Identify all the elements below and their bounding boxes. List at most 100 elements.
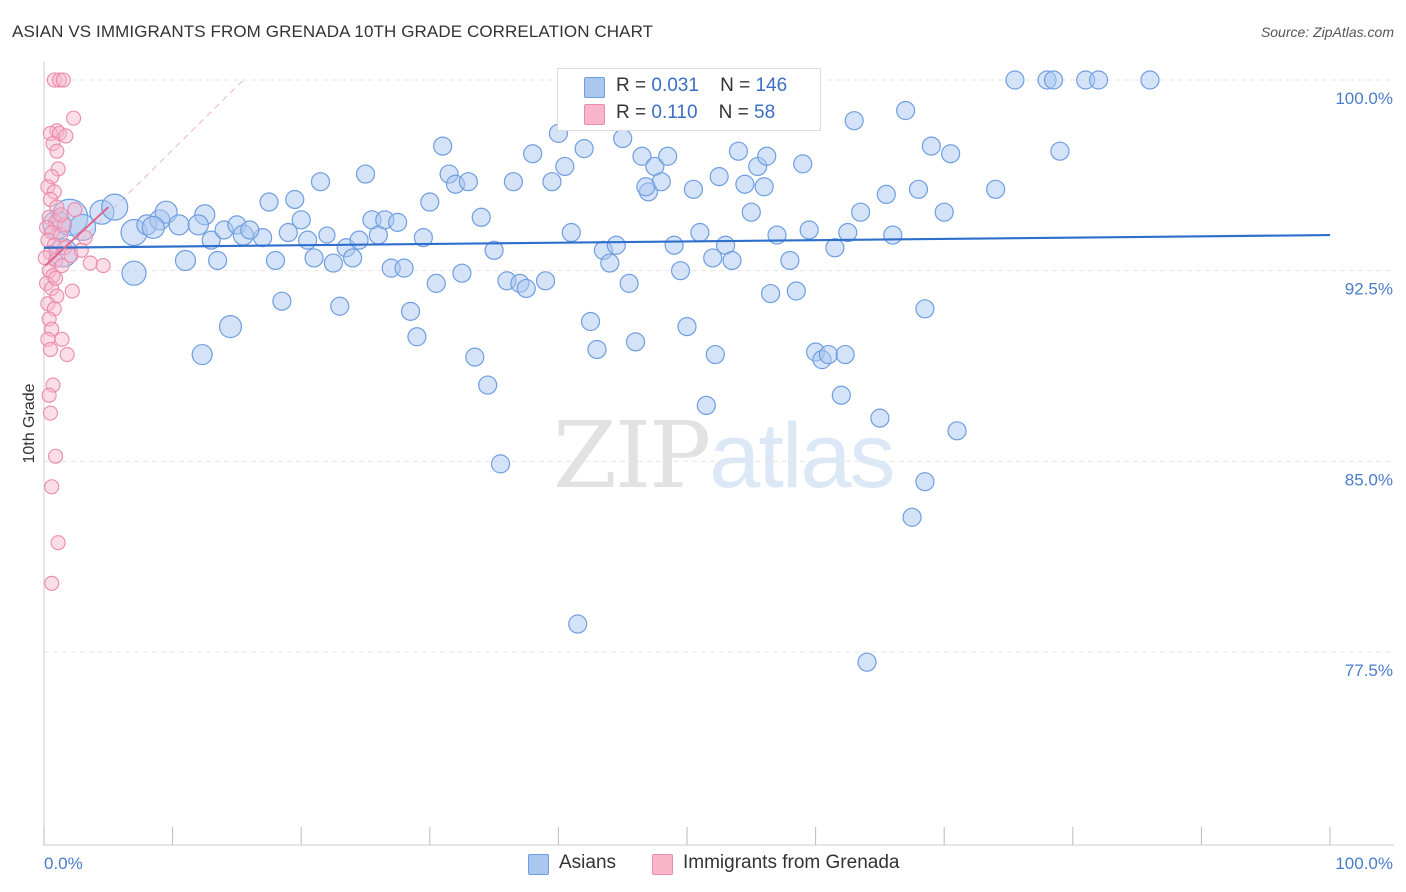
asians-point bbox=[201, 230, 221, 250]
legend-asians-text: R = 0.031 N = 146 bbox=[616, 75, 787, 97]
asians-point bbox=[400, 301, 421, 321]
grenada-point bbox=[53, 207, 69, 223]
asians-point bbox=[187, 214, 209, 236]
asians-point bbox=[921, 136, 941, 156]
bottom-asians-label: Asians bbox=[559, 852, 617, 873]
grenada-point bbox=[54, 258, 70, 274]
asians-point bbox=[426, 273, 446, 293]
asians-point bbox=[561, 222, 581, 243]
legend-asians-n-label: N = bbox=[720, 75, 751, 96]
asians-point bbox=[259, 192, 279, 212]
asians-point bbox=[433, 136, 453, 156]
asians-point bbox=[741, 202, 761, 222]
asians-point bbox=[349, 230, 369, 250]
asians-point bbox=[478, 375, 498, 395]
asians-point bbox=[330, 296, 350, 316]
asians-point bbox=[298, 230, 318, 250]
asians-point bbox=[703, 248, 723, 268]
asians-point bbox=[934, 202, 954, 222]
asians-point bbox=[876, 184, 896, 204]
asians-point bbox=[677, 316, 697, 337]
asians-point bbox=[490, 454, 511, 474]
asians-point bbox=[191, 343, 213, 366]
asians-point bbox=[835, 344, 855, 365]
asians-point bbox=[780, 250, 800, 271]
y-tick-label: 100.0% bbox=[1335, 89, 1393, 108]
grenada-point bbox=[44, 224, 60, 241]
grenada-swatch bbox=[584, 104, 605, 125]
asians-point bbox=[658, 146, 678, 166]
asians-point bbox=[851, 202, 871, 222]
asians-point bbox=[1088, 70, 1109, 90]
asians-point bbox=[542, 172, 562, 192]
grenada-point bbox=[55, 72, 71, 88]
asians-point bbox=[902, 507, 922, 527]
grenada-point bbox=[45, 136, 61, 152]
asians-point bbox=[632, 146, 652, 166]
asians-point bbox=[947, 421, 967, 441]
asians-point bbox=[580, 311, 601, 332]
asians-point bbox=[690, 222, 710, 243]
grenada-point bbox=[41, 387, 57, 403]
asians-point bbox=[304, 248, 324, 268]
asians-point bbox=[908, 179, 929, 199]
legend-grenada-r-value: 0.110 bbox=[651, 102, 698, 123]
asians-point bbox=[343, 248, 363, 268]
legend-grenada-n-value: 58 bbox=[754, 102, 776, 123]
grenada-point bbox=[64, 283, 80, 299]
gridlines bbox=[44, 79, 1394, 653]
grenada-point bbox=[42, 405, 58, 421]
asians-point bbox=[310, 172, 331, 192]
asians-point bbox=[793, 154, 813, 174]
asians-swatch bbox=[584, 77, 605, 98]
asians-point bbox=[174, 249, 197, 272]
grenada-point bbox=[49, 143, 65, 159]
y-tick-label: 85.0% bbox=[1345, 470, 1393, 489]
asians-point bbox=[535, 271, 556, 291]
asians-point bbox=[799, 220, 819, 240]
asians-point bbox=[484, 240, 504, 260]
asians-point bbox=[1043, 70, 1064, 90]
grenada-point bbox=[59, 347, 75, 363]
asians-point bbox=[574, 139, 594, 159]
asians-point bbox=[986, 179, 1006, 199]
asians-point bbox=[516, 278, 536, 299]
asians-point bbox=[838, 222, 858, 243]
legend-grenada-text: R = 0.110 N = 58 bbox=[616, 102, 775, 124]
asians-point bbox=[121, 260, 147, 286]
grenada-point bbox=[50, 535, 66, 551]
asians-point bbox=[208, 250, 228, 271]
asians-point bbox=[709, 167, 729, 187]
asians-point bbox=[218, 314, 243, 339]
stats-legend: R = 0.031 N = 146 R = 0.110 N = 58 bbox=[557, 68, 821, 131]
grenada-point bbox=[82, 255, 98, 271]
asians-point bbox=[754, 177, 774, 197]
legend-asians-r-label: R = bbox=[616, 75, 647, 96]
asians-point bbox=[68, 213, 97, 242]
asians-point bbox=[915, 472, 935, 492]
watermark-zip: ZIP bbox=[553, 402, 711, 509]
grenada-trend-line bbox=[44, 206, 109, 267]
grenada-point bbox=[42, 341, 58, 358]
asians-point bbox=[705, 344, 725, 365]
asians-point bbox=[503, 172, 523, 192]
asians-point bbox=[323, 253, 343, 273]
bottom-grenada-swatch bbox=[652, 854, 673, 875]
grenada-point bbox=[54, 331, 70, 347]
grenada-point bbox=[67, 202, 83, 218]
zipatlas-watermark: ZIPatlas bbox=[553, 402, 896, 509]
asians-trend-line bbox=[43, 233, 1331, 249]
asians-point bbox=[786, 281, 806, 301]
asians-point bbox=[388, 212, 408, 232]
grenada-point bbox=[46, 184, 62, 200]
watermark-atlas: atlas bbox=[709, 405, 895, 507]
asians-point bbox=[318, 226, 336, 244]
asians-point bbox=[394, 258, 414, 278]
asians-point bbox=[555, 156, 575, 177]
asians-point bbox=[728, 141, 749, 161]
asians-point bbox=[757, 146, 777, 166]
y-axis-label: 10th Grade bbox=[21, 383, 38, 463]
tick-labels: 77.5% 85.0% 92.5% 100.0% 0.0% 100.0% 10th Grad… bbox=[21, 89, 1393, 873]
asians-point bbox=[844, 111, 864, 131]
